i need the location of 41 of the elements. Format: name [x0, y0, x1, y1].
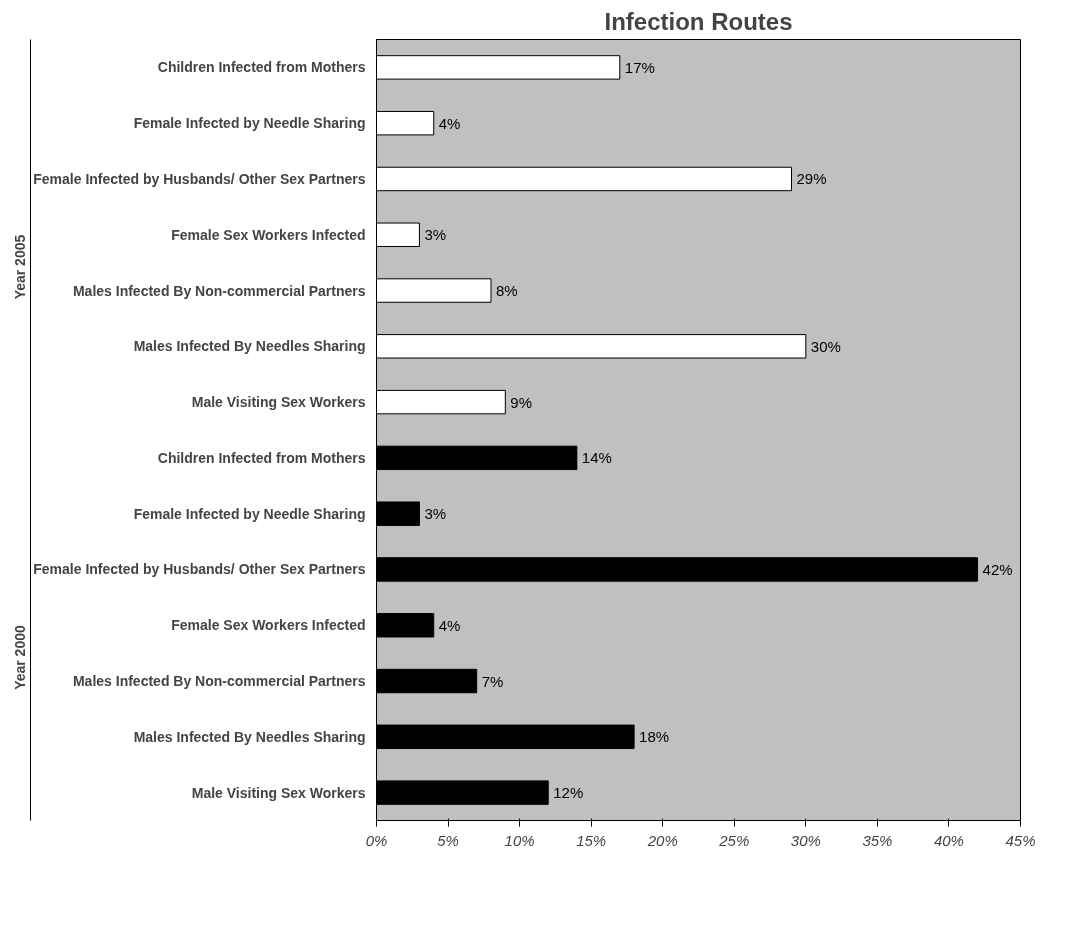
data-label: 18% — [639, 728, 670, 746]
data-label: 12% — [553, 784, 584, 802]
data-label: 3% — [424, 226, 447, 244]
y-tick-label: Female Infected by Husbands/ Other Sex Partners — [33, 170, 366, 187]
y-tick-label: Female Sex Workers Infected — [171, 617, 366, 634]
data-label: 9% — [510, 393, 532, 411]
y-tick-label: Males Infected By Needles Sharing — [133, 338, 366, 355]
y-tick-label: Males Infected By Non-commercial Partners — [72, 282, 366, 299]
data-label: 42% — [982, 560, 1013, 578]
data-label: 8% — [495, 282, 518, 300]
y-tick-label: Female Infected by Needle Sharing — [133, 505, 366, 522]
data-label: 14% — [581, 449, 612, 467]
x-tick-label: 25% — [718, 831, 750, 849]
data-label: 30% — [810, 337, 841, 355]
x-tick-label: 10% — [504, 831, 535, 849]
y-tick-label: Male Visiting Sex Workers — [191, 784, 366, 801]
y-tick-label: Males Infected By Needles Sharing — [133, 728, 366, 745]
y-tick-label: Female Infected by Needle Sharing — [133, 115, 366, 132]
x-tick-label: 30% — [790, 831, 821, 849]
x-tick-label: 0% — [365, 831, 388, 849]
data-label: 29% — [796, 170, 827, 188]
text: Year 2005 — [11, 234, 28, 300]
data-label: 3% — [424, 505, 447, 523]
x-tick-label: 35% — [862, 831, 893, 849]
y-tick-label: Children Infected from Mothers — [157, 449, 366, 466]
chart-title: Infection Routes — [604, 7, 793, 35]
text: Year 2000 — [11, 625, 28, 690]
y-tick-label: Female Infected by Husbands/ Other Sex Partners — [33, 561, 366, 578]
data-label: 4% — [438, 114, 461, 132]
y-tick-label: Children Infected from Mothers — [157, 59, 366, 76]
data-label: 17% — [624, 58, 655, 76]
y-tick-label: Males Infected By Non-commercial Partners — [72, 673, 366, 690]
x-tick-label: 45% — [1005, 831, 1036, 849]
x-tick-label: 20% — [646, 831, 678, 849]
data-label: 7% — [481, 672, 504, 690]
y-tick-label: Male Visiting Sex Workers — [191, 394, 366, 411]
x-tick-label: 5% — [437, 831, 459, 849]
y-tick-label: Female Sex Workers Infected — [171, 226, 366, 243]
x-tick-label: 40% — [933, 831, 964, 849]
data-label: 4% — [438, 616, 461, 634]
x-tick-label: 15% — [576, 831, 607, 849]
